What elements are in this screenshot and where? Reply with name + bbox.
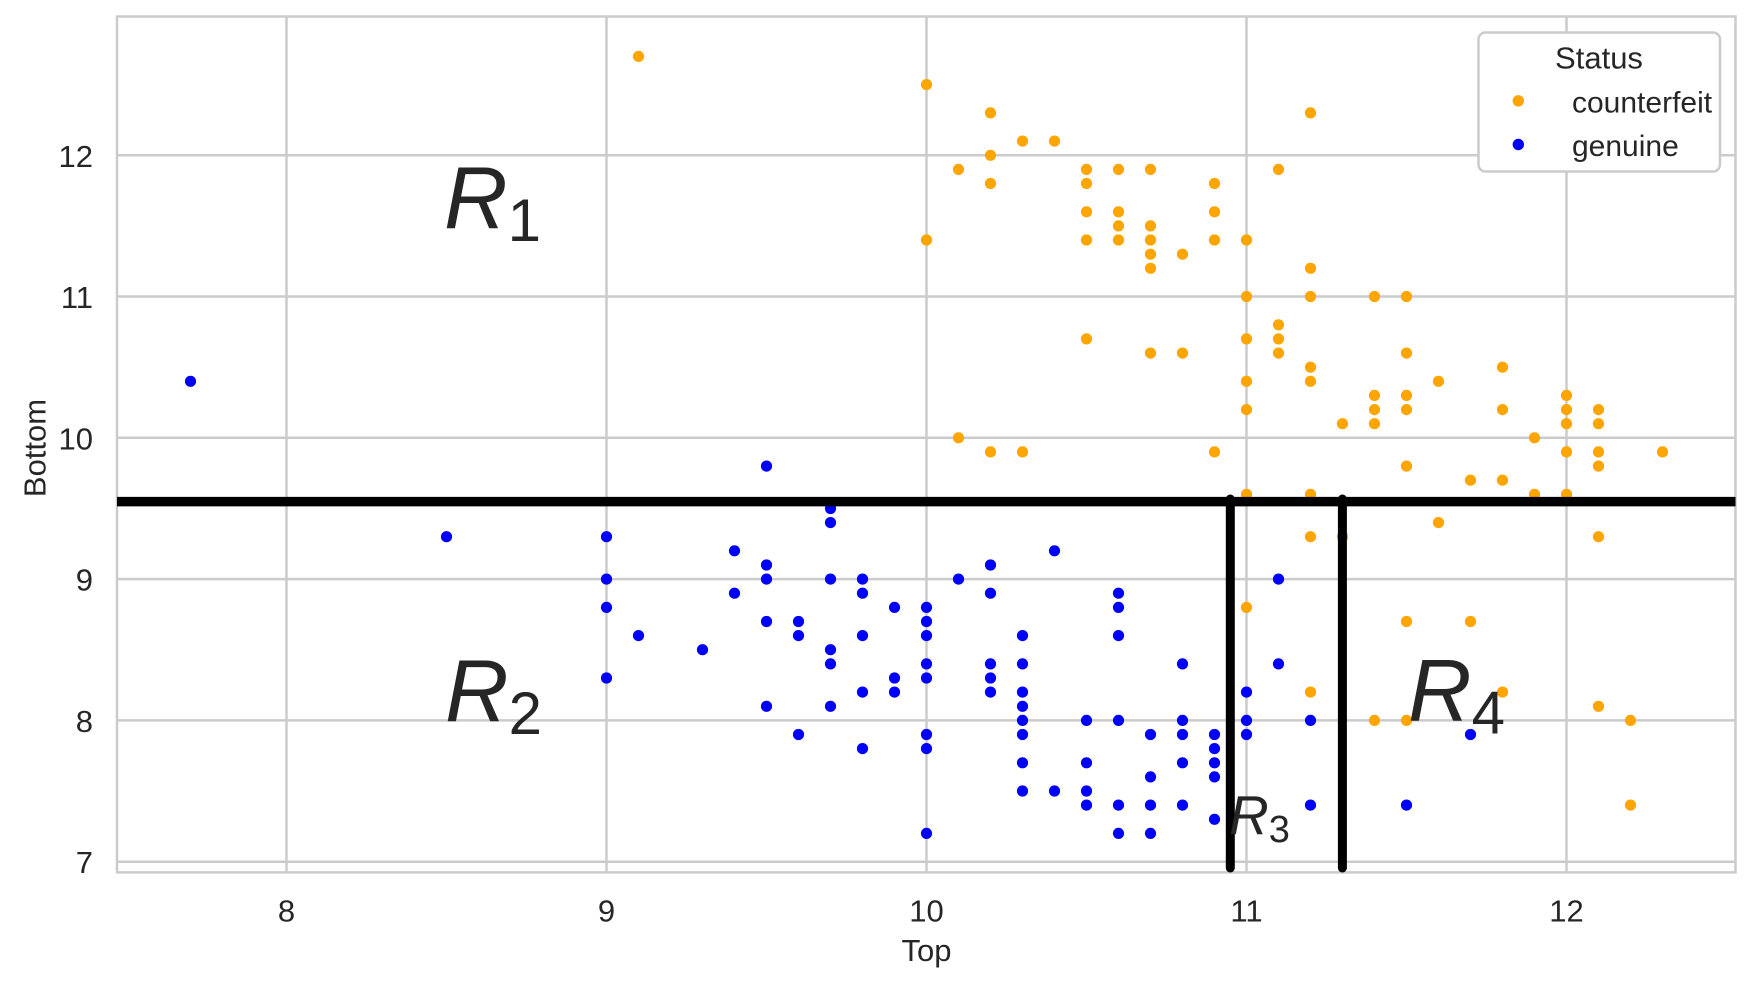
svg-text:7: 7 [76, 845, 93, 880]
svg-text:12: 12 [1549, 894, 1583, 929]
svg-text:9: 9 [76, 563, 93, 598]
svg-text:genuine: genuine [1572, 130, 1679, 163]
svg-text:11: 11 [1230, 894, 1262, 929]
svg-text:8: 8 [76, 704, 93, 739]
svg-text:12: 12 [59, 139, 93, 174]
svg-text:Top: Top [902, 933, 952, 968]
svg-text:10: 10 [909, 894, 943, 929]
svg-text:counterfeit: counterfeit [1572, 87, 1713, 120]
svg-text:Bottom: Bottom [18, 399, 53, 497]
svg-text:11: 11 [61, 280, 93, 315]
svg-text:R2: R2 [445, 641, 542, 747]
svg-text:10: 10 [59, 421, 93, 456]
svg-text:8: 8 [278, 894, 295, 929]
svg-text:9: 9 [598, 894, 615, 929]
svg-text:Status: Status [1555, 41, 1643, 76]
